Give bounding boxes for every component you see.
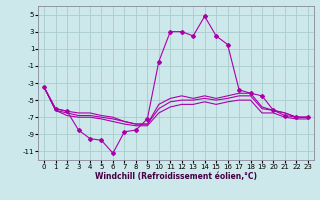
X-axis label: Windchill (Refroidissement éolien,°C): Windchill (Refroidissement éolien,°C) [95, 172, 257, 181]
